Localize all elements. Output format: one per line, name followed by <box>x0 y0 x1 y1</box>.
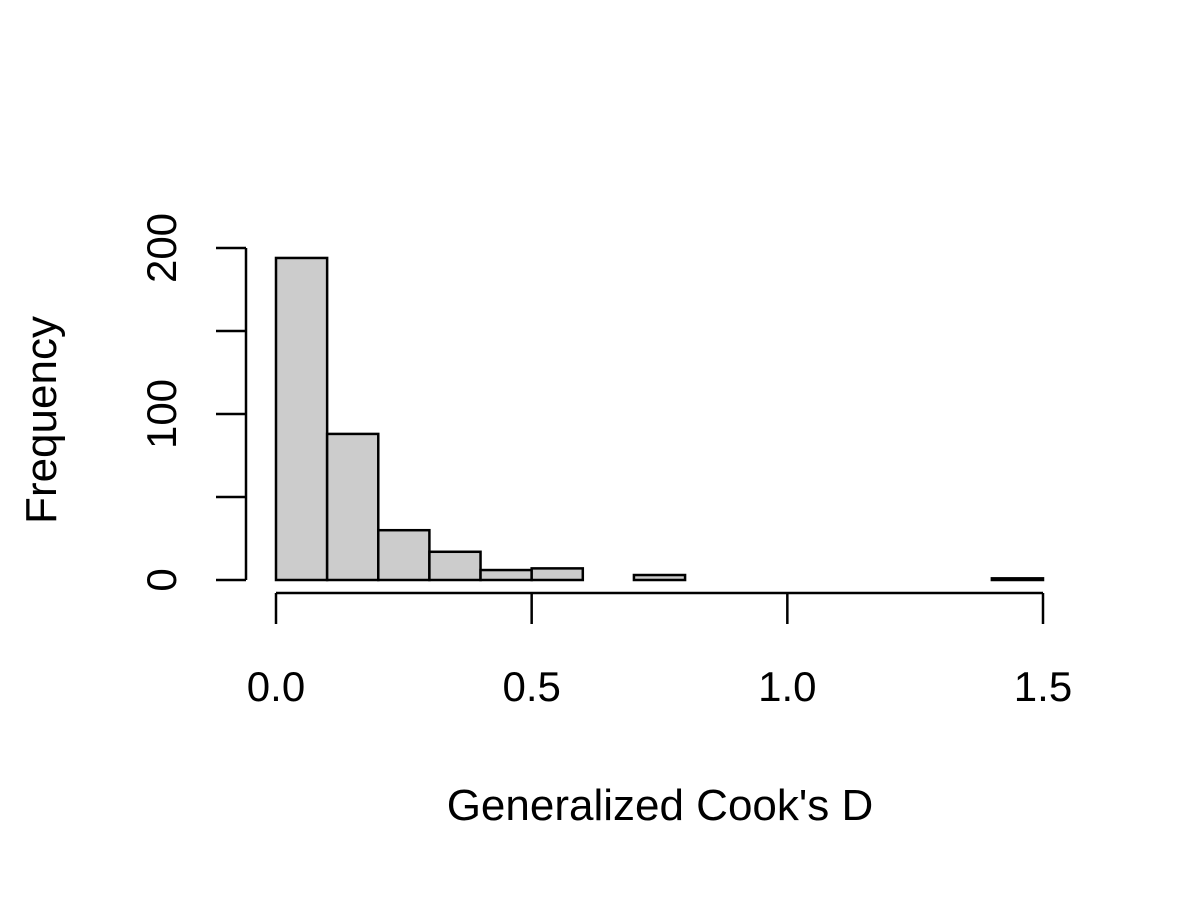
histogram-bar <box>377 528 431 582</box>
x-axis-label: Generalized Cook's D <box>447 781 874 830</box>
y-tick-label: 200 <box>138 213 185 283</box>
y-axis-label: Frequency <box>17 316 66 524</box>
histogram-bar <box>632 573 687 582</box>
x-tick-label: 1.5 <box>1014 663 1072 710</box>
y-tick-label: 100 <box>138 379 185 449</box>
histogram-bar <box>428 550 482 582</box>
y-tick-label: 0 <box>138 568 185 591</box>
histogram-bar <box>530 567 585 582</box>
x-tick-label: 0.5 <box>502 663 560 710</box>
x-tick-label: 1.0 <box>758 663 816 710</box>
histogram-bar <box>325 432 380 582</box>
y-axis: 0 100 200 <box>138 213 248 592</box>
histogram-bars <box>274 256 1045 582</box>
x-axis: 0.0 0.5 1.0 1.5 <box>247 591 1072 710</box>
histogram-bar <box>274 256 329 582</box>
histogram-bar <box>990 577 1045 582</box>
histogram-bar <box>479 568 533 582</box>
x-tick-label: 0.0 <box>247 663 305 710</box>
